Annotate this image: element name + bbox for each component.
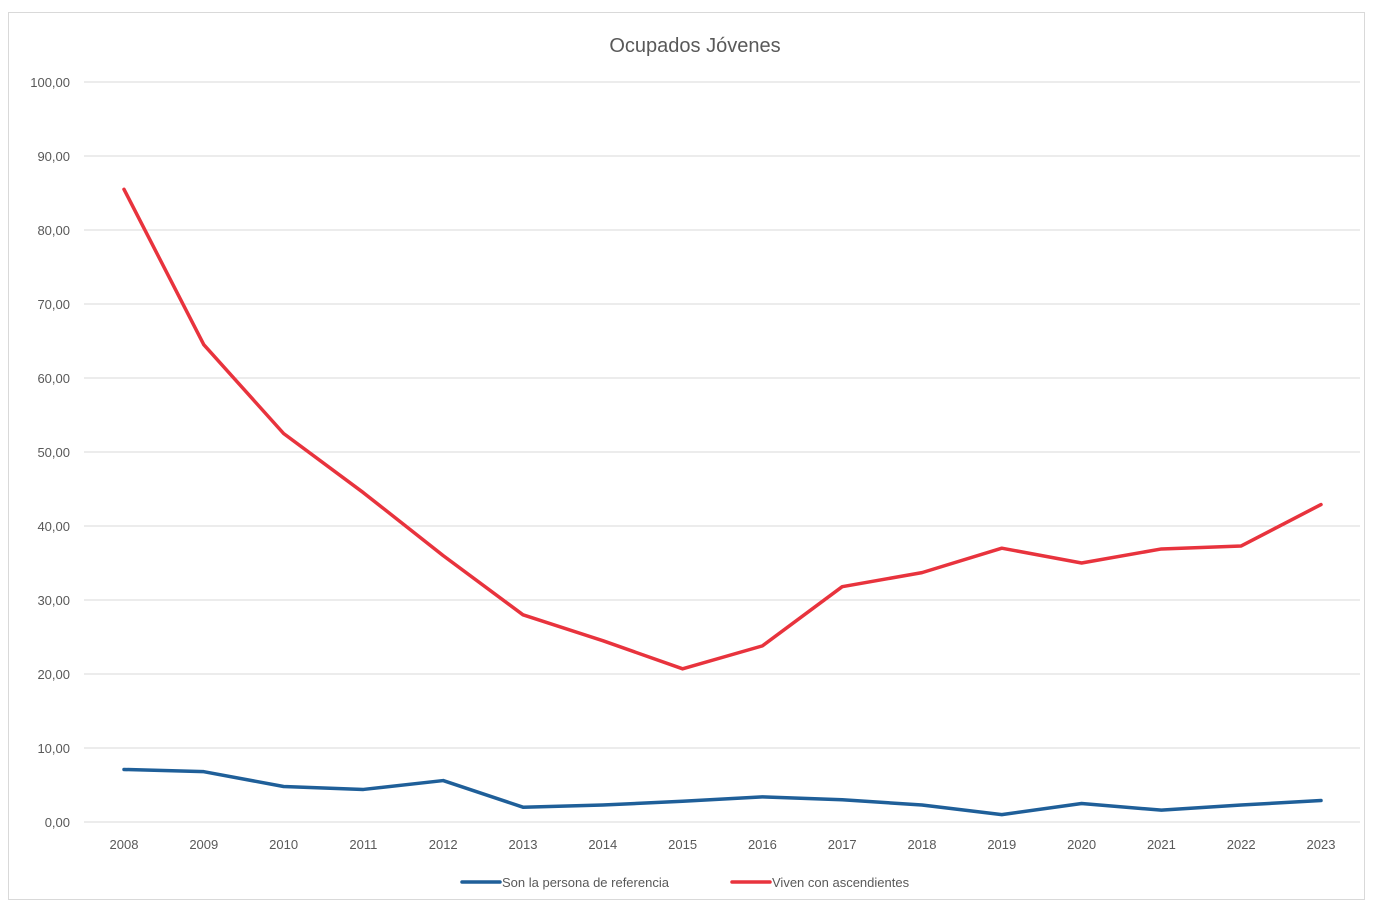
y-tick-label: 100,00 [30,75,70,90]
legend-label: Son la persona de referencia [502,875,670,890]
x-tick-label: 2010 [269,837,298,852]
x-tick-label: 2023 [1307,837,1336,852]
x-tick-label: 2014 [588,837,617,852]
x-tick-label: 2020 [1067,837,1096,852]
y-tick-label: 90,00 [37,149,70,164]
y-tick-label: 20,00 [37,667,70,682]
x-tick-label: 2018 [908,837,937,852]
series-line-1 [122,767,1323,817]
chart-title: Ocupados Jóvenes [609,35,780,57]
y-tick-label: 60,00 [37,371,70,386]
x-tick-label: 2016 [748,837,777,852]
grid-layer [84,81,1360,823]
y-tick-label: 0,00 [45,815,70,830]
x-tick-label: 2012 [429,837,458,852]
x-tick-label: 2017 [828,837,857,852]
x-tick-label: 2015 [668,837,697,852]
y-tick-label: 80,00 [37,223,70,238]
x-tick-label: 2011 [349,837,377,852]
y-tick-label: 70,00 [37,297,70,312]
x-tick-label: 2019 [987,837,1016,852]
x-axis: 2008 2009 2010 2011 2012 2013 2014 2015 2016 2017… [110,837,1336,852]
x-tick-label: 2013 [509,837,538,852]
y-tick-label: 10,00 [37,741,70,756]
series-line-2 [122,187,1323,671]
y-tick-label: 40,00 [37,519,70,534]
x-tick-label: 2008 [110,837,139,852]
legend: Son la persona de referencia Viven con as… [460,875,910,890]
series-layer [122,187,1323,817]
y-axis: 0,00 10,00 20,00 30,00 40,00 50,00 60,00 70,00 8… [30,75,70,830]
y-tick-label: 50,00 [37,445,70,460]
legend-label: Viven con ascendientes [772,875,910,890]
x-tick-label: 2021 [1147,837,1176,852]
chart-frame [8,12,1365,900]
y-tick-label: 30,00 [37,593,70,608]
x-tick-label: 2022 [1227,837,1256,852]
x-tick-label: 2009 [189,837,218,852]
